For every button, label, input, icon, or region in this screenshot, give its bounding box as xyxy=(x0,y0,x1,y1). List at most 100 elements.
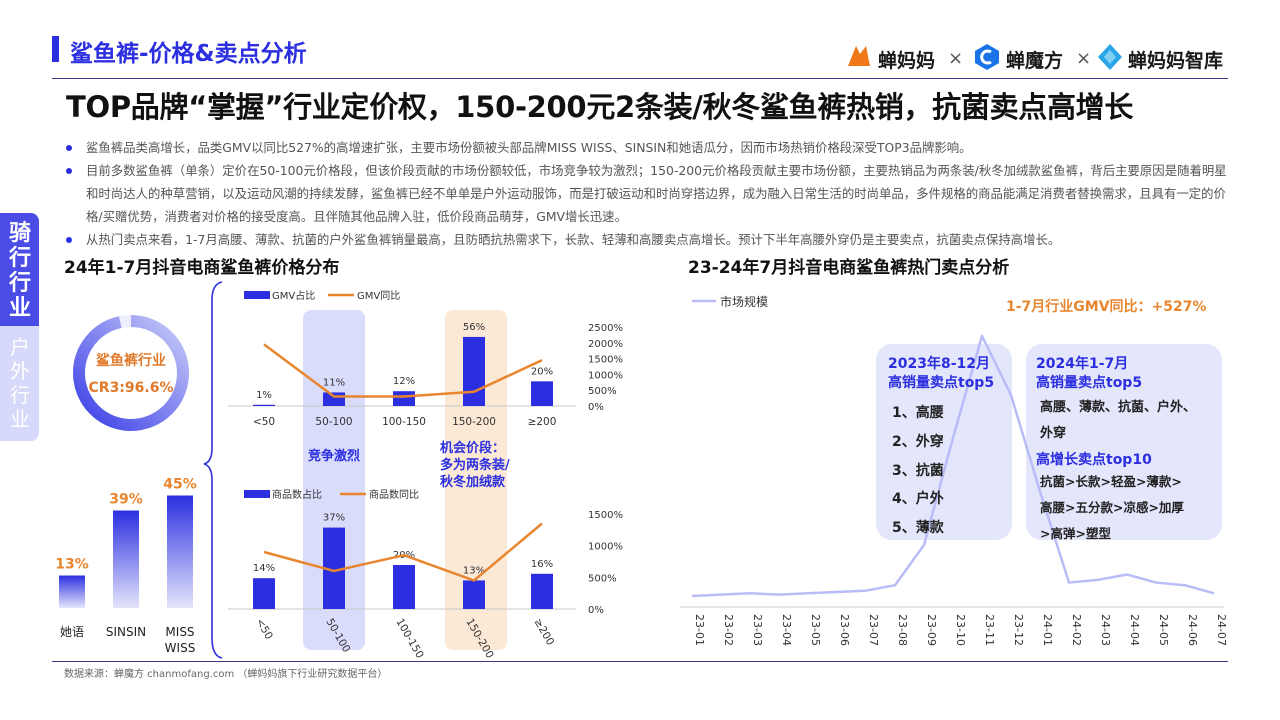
price-category-label: 50-100 xyxy=(315,416,352,428)
cr3-value: CR3:96.6% xyxy=(88,380,174,396)
logo-chanmofang: 蝉魔方 xyxy=(1006,50,1064,72)
side-tag-primary: 骑行行业 xyxy=(8,221,31,321)
price-bar xyxy=(323,527,345,609)
box-2023-title-2: 高销量卖点top5 xyxy=(888,374,994,391)
gmv-growth-note: 1-7月行业GMV同比：+527% xyxy=(1006,298,1207,315)
scale-x-tick: 23-09 xyxy=(925,614,938,646)
box-2023-item: 2、外穿 xyxy=(892,433,944,450)
scale-x-tick: 23-05 xyxy=(809,614,822,646)
logo-chanmama: 蝉妈妈 xyxy=(878,50,936,72)
box-2024-title-2: 高销量卖点top5 xyxy=(1036,374,1142,391)
brand-share-chart: 13% 她语 39% SINSIN 45% MISS WISS xyxy=(55,477,197,656)
box-2024-top10-2: 高腰>五分款>凉感>加厚 xyxy=(1040,500,1184,515)
scale-x-tick: 24-05 xyxy=(1157,614,1170,646)
price-y2-tick: 500% xyxy=(588,573,617,584)
brand-category-label: WISS xyxy=(165,641,196,655)
price-yoy-line xyxy=(263,522,543,582)
box-2024-title-1: 2024年1-7月 xyxy=(1036,355,1128,372)
summary-bullets: 鲨鱼裤品类高增长，品类GMV以同比527%的高增速扩张，主要市场份额被头部品牌M… xyxy=(64,136,1234,251)
page-title: TOP品牌“掌握”行业定价权，150-200元2条装/秋冬鲨鱼裤热销，抗菌卖点高… xyxy=(66,90,1134,124)
price-bar xyxy=(253,404,275,406)
scale-x-tick: 23-04 xyxy=(780,614,793,646)
legend-gmv-share-swatch xyxy=(244,291,270,299)
right-chart-title: 23-24年7月抖音电商鲨鱼裤热门卖点分析 xyxy=(688,258,1010,278)
box-2023-item: 3、抗菌 xyxy=(892,462,944,479)
price-bar-label: 1% xyxy=(256,390,272,401)
price-bar xyxy=(463,336,485,406)
chanmofang-logo-icon xyxy=(975,44,999,70)
brand-category-label: MISS xyxy=(165,625,194,639)
cr3-ring-arc xyxy=(73,315,189,431)
scale-x-tick: 23-12 xyxy=(1012,614,1025,646)
price-bar-label: 14% xyxy=(253,563,275,574)
bullet-item: 鲨鱼裤品类高增长，品类GMV以同比527%的高增速扩张，主要市场份额被头部品牌M… xyxy=(64,136,1234,159)
scale-x-tick: 24-01 xyxy=(1041,614,1054,646)
scale-x-tick: 24-02 xyxy=(1070,614,1083,646)
price-y2-tick: 2500% xyxy=(588,323,623,334)
scale-x-tick: 23-02 xyxy=(722,614,735,646)
scale-x-tick: 23-03 xyxy=(751,614,764,646)
zhiku-logo-icon xyxy=(1098,44,1122,70)
brand-bar xyxy=(167,495,193,608)
price-bar-label: 11% xyxy=(323,377,345,388)
box-2024-top5-2: 外穿 xyxy=(1039,425,1066,441)
logo-separator: × xyxy=(948,48,964,69)
price-category-label: 100-150 xyxy=(382,416,426,428)
box-2023-item: 5、薄款 xyxy=(892,519,945,536)
box-2023-item: 4、户外 xyxy=(892,490,944,507)
box-2024-title-3: 高增长卖点top10 xyxy=(1036,451,1152,468)
header-divider xyxy=(52,78,1228,79)
brand-category-label: SINSIN xyxy=(106,625,146,639)
price-bar xyxy=(393,391,415,406)
side-tag-secondary: 户外行业 xyxy=(10,335,30,431)
brand-bar-label: 13% xyxy=(55,557,89,573)
legend-gmv-share: GMV占比 xyxy=(272,289,315,302)
band-left-note: 竞争激烈 xyxy=(308,448,360,464)
footer-divider xyxy=(52,661,1228,662)
price-bar xyxy=(531,381,553,406)
price-category-label: 100-150 xyxy=(393,617,425,661)
brand-bar-label: 39% xyxy=(109,492,143,508)
cr3-ring xyxy=(73,315,189,431)
price-category-label: 150-200 xyxy=(452,416,496,428)
price-category-label: ≥200 xyxy=(528,416,557,428)
price-bar xyxy=(393,565,415,609)
scale-x-tick: 23-11 xyxy=(983,614,996,646)
legend-count-yoy: 商品数同比 xyxy=(369,488,419,501)
price-y2-tick: 0% xyxy=(588,605,604,616)
price-category-label: ≥200 xyxy=(531,617,556,648)
box-2024 xyxy=(1026,344,1222,540)
price-y2-tick: 2000% xyxy=(588,339,623,350)
scale-x-tick: 23-06 xyxy=(838,614,851,646)
group-brace xyxy=(203,281,223,659)
price-bar-label: 12% xyxy=(393,376,415,387)
market-scale-line xyxy=(691,334,1215,598)
brand-bar xyxy=(113,510,139,608)
box-2023-item: 1、高腰 xyxy=(892,404,944,421)
price-bar-label: 56% xyxy=(463,322,485,333)
left-chart-title: 24年1-7月抖音电商鲨鱼裤价格分布 xyxy=(64,258,340,278)
side-tag-primary-bg xyxy=(0,213,39,326)
scale-x-tick: 23-08 xyxy=(896,614,909,646)
data-source: 数据来源：蝉魔方 chanmofang.com （蝉妈妈旗下行业研究数据平台） xyxy=(64,669,388,680)
price-bar-label: 13% xyxy=(463,565,485,576)
legend-count-share-swatch xyxy=(244,490,270,498)
cr3-label: 鲨鱼裤行业 xyxy=(96,353,166,369)
scale-x-tick: 24-03 xyxy=(1099,614,1112,646)
scale-x-tick: 23-10 xyxy=(954,614,967,646)
logo-separator: × xyxy=(1076,48,1092,69)
price-bar xyxy=(323,392,345,406)
section-title: 鲨鱼裤-价格&卖点分析 xyxy=(70,41,307,67)
chanmama-logo-icon xyxy=(848,46,870,66)
section-accent-bar xyxy=(52,36,59,62)
scale-x-tick: 24-04 xyxy=(1128,614,1141,646)
brand-category-label: 她语 xyxy=(60,625,84,639)
brand-bar-label: 45% xyxy=(163,477,197,493)
box-2024-top10-3: >高弹>塑型 xyxy=(1040,526,1111,541)
brand-bar xyxy=(59,575,85,608)
industry-side-tag: 骑行行业 户外行业 xyxy=(0,213,39,441)
scale-x-tick: 24-07 xyxy=(1215,614,1228,646)
price-bar xyxy=(463,580,485,609)
legend-gmv-yoy: GMV同比 xyxy=(357,290,400,302)
scale-x-tick: 24-06 xyxy=(1186,614,1199,646)
